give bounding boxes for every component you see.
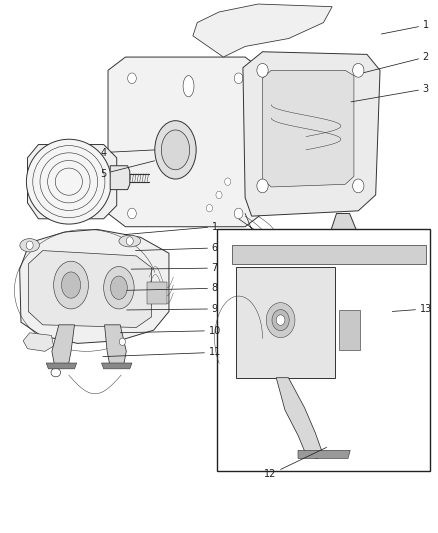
Polygon shape bbox=[20, 229, 169, 343]
Text: 8: 8 bbox=[127, 283, 218, 293]
Polygon shape bbox=[193, 4, 332, 57]
Bar bbox=[147, 282, 167, 304]
Polygon shape bbox=[243, 52, 380, 216]
Circle shape bbox=[225, 178, 231, 185]
Ellipse shape bbox=[53, 261, 88, 309]
Bar bbox=[232, 245, 426, 264]
Circle shape bbox=[26, 241, 33, 249]
Text: 10: 10 bbox=[120, 326, 221, 336]
Ellipse shape bbox=[119, 235, 141, 247]
Text: 1: 1 bbox=[125, 222, 218, 235]
Polygon shape bbox=[105, 325, 126, 367]
Circle shape bbox=[257, 63, 268, 77]
Ellipse shape bbox=[26, 139, 111, 224]
Circle shape bbox=[353, 179, 364, 193]
Text: 1: 1 bbox=[381, 20, 429, 34]
Circle shape bbox=[276, 315, 285, 325]
Circle shape bbox=[127, 73, 136, 84]
Text: 3: 3 bbox=[351, 84, 429, 102]
Ellipse shape bbox=[20, 239, 39, 252]
Polygon shape bbox=[350, 280, 393, 294]
Ellipse shape bbox=[51, 368, 60, 377]
Text: 9: 9 bbox=[127, 304, 218, 314]
Polygon shape bbox=[52, 325, 74, 367]
Polygon shape bbox=[276, 378, 322, 458]
Text: 4: 4 bbox=[101, 148, 155, 158]
Circle shape bbox=[206, 205, 212, 212]
Ellipse shape bbox=[104, 266, 134, 309]
Ellipse shape bbox=[110, 276, 127, 300]
Polygon shape bbox=[23, 333, 53, 351]
Polygon shape bbox=[28, 251, 152, 327]
Bar bbox=[237, 267, 335, 378]
Polygon shape bbox=[298, 450, 350, 458]
Circle shape bbox=[119, 338, 125, 345]
Text: 7: 7 bbox=[131, 263, 218, 273]
Circle shape bbox=[216, 191, 222, 199]
Polygon shape bbox=[262, 70, 354, 187]
Polygon shape bbox=[28, 144, 117, 219]
Polygon shape bbox=[331, 214, 371, 290]
Ellipse shape bbox=[161, 130, 190, 169]
Circle shape bbox=[257, 179, 268, 193]
Circle shape bbox=[127, 208, 136, 219]
Polygon shape bbox=[110, 166, 130, 190]
Text: 6: 6 bbox=[135, 243, 218, 253]
Circle shape bbox=[234, 208, 243, 219]
Ellipse shape bbox=[61, 272, 81, 298]
Circle shape bbox=[234, 73, 243, 84]
Text: 12: 12 bbox=[264, 447, 327, 479]
Polygon shape bbox=[46, 363, 77, 369]
Ellipse shape bbox=[155, 120, 196, 179]
Polygon shape bbox=[102, 363, 132, 369]
Text: 5: 5 bbox=[101, 161, 155, 179]
Text: 11: 11 bbox=[103, 348, 221, 358]
Text: 13: 13 bbox=[392, 304, 432, 314]
Circle shape bbox=[266, 303, 295, 337]
Bar bbox=[339, 310, 360, 350]
Bar bbox=[217, 229, 430, 471]
Circle shape bbox=[272, 310, 289, 330]
Ellipse shape bbox=[183, 76, 194, 97]
Polygon shape bbox=[108, 57, 262, 227]
Circle shape bbox=[353, 63, 364, 77]
Circle shape bbox=[126, 237, 133, 245]
Text: 2: 2 bbox=[364, 52, 429, 72]
